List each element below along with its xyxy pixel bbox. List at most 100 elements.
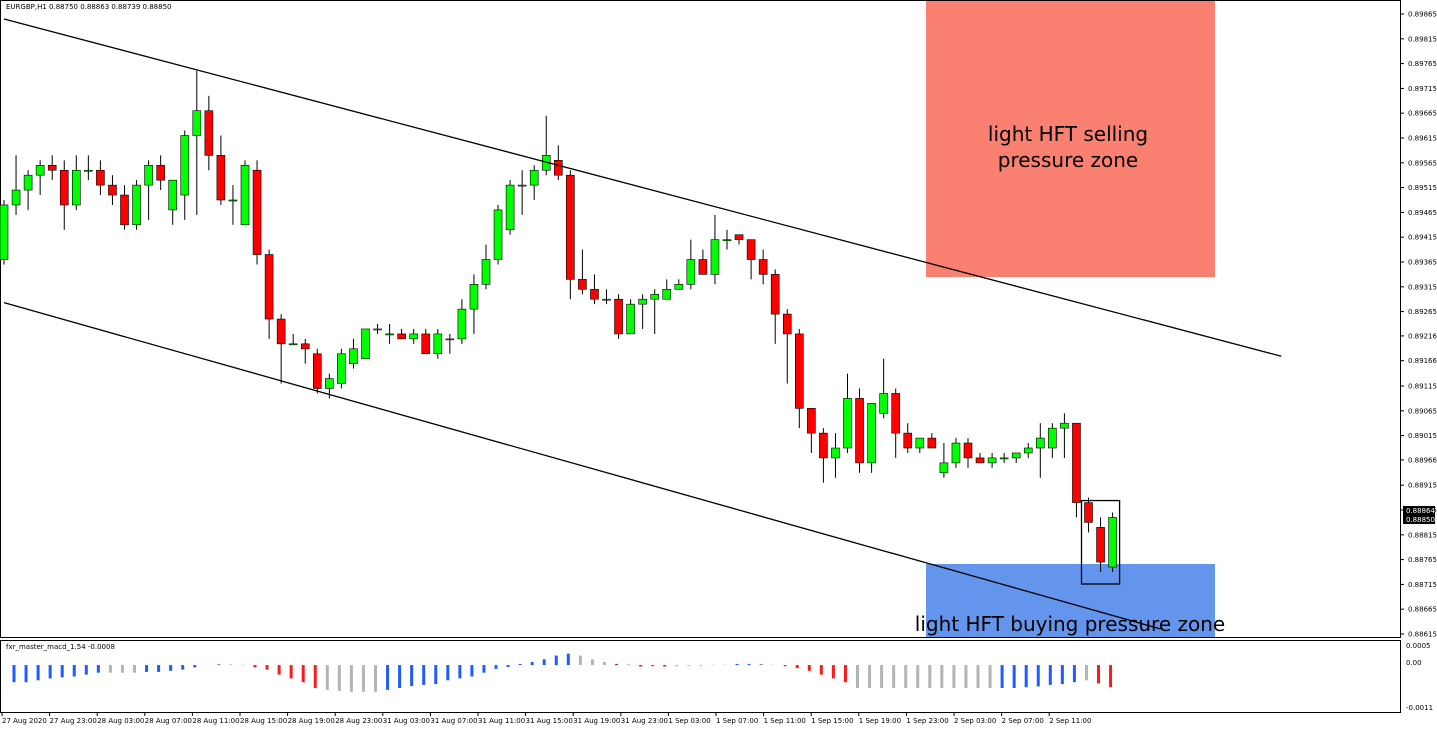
candle-bull bbox=[867, 403, 876, 464]
candle-bull bbox=[373, 328, 382, 331]
candle-bull bbox=[831, 447, 840, 459]
time-tick-label: 1 Sep 23:00 bbox=[906, 717, 948, 725]
macd-histogram bbox=[12, 653, 1113, 692]
time-tick-label: 28 Aug 23:00 bbox=[335, 717, 382, 725]
candle-bear bbox=[1072, 422, 1081, 503]
price-tick-label: 0.89315 bbox=[1408, 283, 1437, 291]
candle-bull bbox=[987, 457, 997, 464]
symbol-info: EURGBP,H1 0.88750 0.88863 0.88739 0.8885… bbox=[6, 3, 172, 11]
price-tick-label: 0.89265 bbox=[1408, 308, 1437, 316]
time-tick-label: 27 Aug 2020 bbox=[2, 717, 47, 725]
candle-bull bbox=[144, 164, 153, 186]
candle-bear bbox=[1084, 502, 1093, 523]
price-tick-label: 0.89515 bbox=[1408, 184, 1437, 192]
candle-bear bbox=[807, 408, 816, 434]
candle-bear bbox=[96, 169, 105, 186]
candle-bear bbox=[120, 194, 129, 226]
time-tick-label: 28 Aug 19:00 bbox=[288, 717, 335, 725]
candle-bear bbox=[975, 457, 985, 464]
time-tick-label: 1 Sep 15:00 bbox=[811, 717, 853, 725]
candle-bear bbox=[204, 110, 214, 156]
time-tick-label: 1 Sep 11:00 bbox=[764, 717, 806, 725]
candle-bear bbox=[590, 288, 599, 300]
candle-bear bbox=[397, 333, 406, 340]
price-panel-frame bbox=[0, 0, 1401, 638]
price-tick-label: 0.89765 bbox=[1408, 60, 1437, 68]
candle-bull bbox=[385, 333, 394, 336]
candle-bull bbox=[1048, 427, 1057, 449]
price-tick-label: 0.89465 bbox=[1408, 209, 1437, 217]
candle-bull bbox=[529, 169, 539, 186]
price-tick-label: 0.89815 bbox=[1408, 35, 1437, 43]
candle-bull bbox=[409, 333, 419, 340]
candle-bear bbox=[794, 333, 804, 409]
candle-bear bbox=[698, 259, 708, 275]
selling-pressure-zone bbox=[926, 1, 1215, 277]
candle-bear bbox=[855, 398, 864, 464]
time-tick-label: 28 Aug 15:00 bbox=[240, 717, 287, 725]
candle-bull bbox=[469, 284, 479, 310]
candle-bull bbox=[23, 174, 33, 191]
candle-bull bbox=[650, 293, 660, 300]
price-tick-label: 0.89365 bbox=[1408, 259, 1437, 267]
candle-bear bbox=[891, 393, 901, 434]
time-tick-label: 31 Aug 11:00 bbox=[478, 717, 525, 725]
candle-bull bbox=[11, 189, 21, 206]
candle-bull bbox=[662, 288, 672, 300]
candle-bull bbox=[939, 462, 949, 474]
candle-bull bbox=[481, 259, 491, 285]
candle-bear bbox=[734, 234, 744, 240]
selling-zone-label-line1: light HFT selling bbox=[988, 122, 1148, 146]
candle-bear bbox=[252, 169, 262, 255]
candle-bear bbox=[903, 432, 913, 449]
time-tick-label: 28 Aug 11:00 bbox=[192, 717, 239, 725]
time-axis: 27 Aug 2020 27 Aug 23:00 28 Aug 03:00 28 Au… bbox=[1, 713, 1091, 725]
candle-bull bbox=[433, 333, 443, 355]
candle-bear bbox=[264, 254, 274, 320]
candle-bull bbox=[686, 259, 696, 285]
current-high-badge bbox=[1403, 506, 1435, 515]
price-tick-label: 0.89565 bbox=[1408, 159, 1437, 167]
price-tick-label: 0.89665 bbox=[1408, 110, 1437, 118]
candle-bull bbox=[999, 457, 1009, 460]
candle-bull bbox=[192, 110, 202, 136]
candle-bear bbox=[927, 437, 937, 449]
candle-bear bbox=[312, 353, 322, 389]
candle-bear bbox=[276, 318, 286, 345]
candle-bull bbox=[445, 338, 455, 341]
candle-bear bbox=[1096, 527, 1105, 563]
selling-zone-label-line2: pressure zone bbox=[998, 148, 1138, 172]
buying-zone-label: light HFT buying pressure zone bbox=[915, 612, 1225, 636]
price-tick-label: 0.88765 bbox=[1408, 556, 1437, 564]
time-tick-label: 2 Sep 11:00 bbox=[1049, 717, 1091, 725]
candle-bull bbox=[228, 199, 238, 202]
candle-bull bbox=[710, 239, 720, 275]
candle-bear bbox=[746, 239, 756, 260]
candle-bull bbox=[674, 284, 684, 290]
time-tick-label: 28 Aug 03:00 bbox=[97, 717, 144, 725]
candle-bear bbox=[300, 343, 310, 350]
price-tick-label: 0.89166 bbox=[1408, 357, 1437, 365]
time-tick-label: 31 Aug 07:00 bbox=[430, 717, 477, 725]
candle-bull bbox=[1108, 517, 1117, 568]
time-tick-label: 1 Sep 07:00 bbox=[716, 717, 758, 725]
candle-bull bbox=[951, 442, 961, 464]
candle-bull bbox=[337, 353, 346, 384]
time-tick-label: 31 Aug 03:00 bbox=[383, 717, 430, 725]
candle-bear bbox=[578, 279, 587, 290]
candle-bull bbox=[1023, 447, 1033, 454]
candle-bear bbox=[614, 298, 623, 335]
candle-bull bbox=[72, 169, 81, 206]
channel-line bbox=[3, 302, 1161, 630]
candle-bear bbox=[108, 184, 117, 196]
time-tick-label: 27 Aug 23:00 bbox=[50, 717, 97, 725]
candle-bear bbox=[421, 333, 431, 355]
candle-bull bbox=[843, 398, 852, 449]
candle-bull bbox=[1060, 422, 1069, 429]
price-tick-label: 0.89415 bbox=[1408, 234, 1437, 242]
time-tick-label: 1 Sep 19:00 bbox=[859, 717, 901, 725]
macd-scale-bottom: -0.0011 bbox=[1406, 704, 1433, 712]
price-tick-label: 0.88665 bbox=[1408, 606, 1437, 614]
candle-bull bbox=[626, 303, 635, 335]
